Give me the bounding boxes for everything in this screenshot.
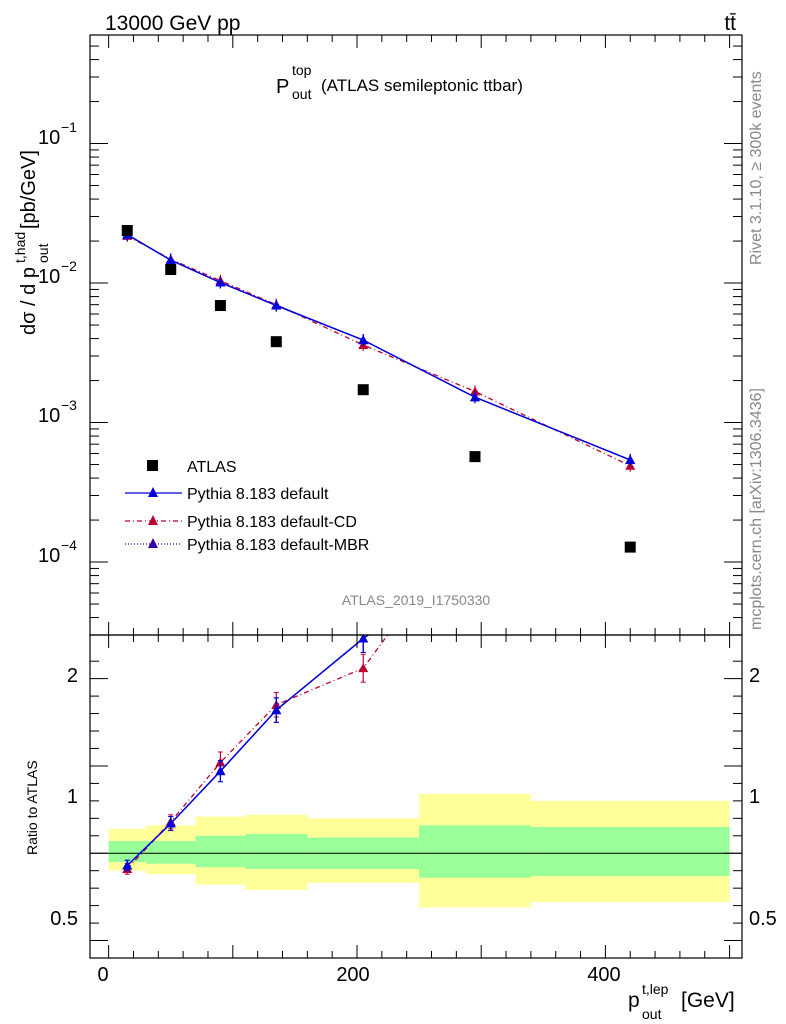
plot-title-subscript: out — [292, 86, 312, 102]
ytick-label-exp: −4 — [61, 537, 77, 553]
legend-label-cd: Pythia 8.183 default-CD — [187, 514, 357, 531]
band-inner — [419, 825, 531, 878]
legend-marker-default — [148, 487, 158, 497]
band-inner — [195, 835, 246, 868]
ylabel-main: dσ / d p — [18, 267, 40, 335]
ratio-ytick-label: 0.5 — [749, 908, 777, 930]
point-atlas — [121, 225, 133, 237]
point-default — [625, 454, 636, 464]
point-atlas — [357, 384, 369, 396]
energy-label: 13000 GeV pp — [105, 12, 240, 35]
ratio-ytick-label: 2 — [749, 665, 760, 687]
main-ylabel: dσ / d p out t,had [pb/GeV] — [12, 150, 51, 335]
xtick-label: 400 — [587, 964, 620, 986]
xlabel: p t,lep out [GeV] — [628, 981, 735, 1022]
point-default — [215, 277, 226, 287]
point-default — [165, 255, 176, 265]
ratio-line-cd — [126, 635, 389, 870]
ytick-label-exp: −3 — [61, 397, 77, 413]
point-atlas — [165, 264, 177, 276]
rivet-version-label: Rivet 3.1.10, ≥ 300k events — [748, 71, 765, 265]
band-inner — [245, 834, 308, 869]
ylabel-superscript: t,had — [12, 232, 28, 263]
source-label: mcplots.cern.ch [arXiv:1306.3436] — [748, 388, 765, 630]
ratio-ytick-label: 2 — [67, 665, 78, 687]
ratio-panel — [122, 635, 389, 875]
ratio-ylabel: Ratio to ATLAS — [24, 760, 40, 855]
point-atlas — [469, 451, 481, 463]
xlabel-subscript: out — [642, 1006, 662, 1022]
ytick-label-exp: −2 — [61, 258, 77, 274]
series-line-cd — [126, 235, 631, 467]
xtick-label: 0 — [97, 964, 108, 986]
axis-ticks — [90, 35, 742, 958]
ytick-label-exp: −1 — [61, 119, 77, 135]
point-default — [271, 300, 282, 310]
band-inner — [145, 841, 196, 864]
ratio-ytick-label: 1 — [67, 786, 78, 808]
xtick-labels: 0 200 400 — [97, 964, 620, 986]
band-inner — [530, 827, 730, 876]
point-atlas — [624, 541, 636, 553]
legend-label-mbr: Pythia 8.183 default-MBR — [187, 537, 369, 554]
ratio-ytick-labels-right: 2 1 0.5 — [749, 665, 777, 930]
point-atlas — [214, 300, 226, 312]
ratio-ytick-label: 1 — [749, 786, 760, 808]
ratio-point-default — [165, 818, 176, 828]
point-default — [358, 335, 369, 345]
ratio-line-default — [126, 635, 370, 867]
legend-marker-cd — [148, 515, 158, 525]
ylabel-units: [pb/GeV] — [18, 150, 40, 229]
plot-subtitle: (ATLAS semileptonic ttbar) — [321, 76, 523, 95]
ytick-label: 10 — [38, 127, 60, 149]
xtick-label: 200 — [336, 964, 369, 986]
ratio-ytick-labels-left: 2 1 0.5 — [50, 665, 78, 930]
main-panel — [121, 225, 636, 553]
ratio-frame — [89, 634, 743, 959]
analysis-tag: ATLAS_2019_I1750330 — [342, 592, 491, 608]
ratio-point-default — [271, 705, 282, 715]
ratio-line-mbr — [126, 635, 370, 866]
plot-title-superscript: top — [292, 62, 312, 78]
process-label: tt̄ — [724, 12, 736, 35]
ytick-label: 10 — [38, 266, 60, 288]
legend-marker-atlas — [147, 460, 158, 471]
legend: ATLAS Pythia 8.183 default Pythia 8.183 … — [125, 459, 369, 554]
ratio-point-default — [122, 860, 133, 870]
legend-label-atlas: ATLAS — [187, 459, 237, 476]
plot-title: P — [276, 76, 289, 98]
main-ytick-labels: 10 −1 10 −2 10 −3 10 −4 — [38, 119, 77, 567]
xlabel-units: [GeV] — [681, 989, 735, 1012]
ylabel-subscript: out — [35, 243, 51, 263]
xlabel-main: p — [628, 989, 640, 1012]
ratio-point-default — [358, 635, 369, 643]
uncertainty-bands — [90, 793, 742, 908]
ratio-ytick-label: 0.5 — [50, 908, 78, 930]
ytick-label: 10 — [38, 405, 60, 427]
point-atlas — [270, 336, 282, 348]
band-inner — [108, 841, 146, 862]
legend-marker-mbr — [148, 538, 158, 548]
ratio-point-default — [215, 766, 226, 776]
legend-label-default: Pythia 8.183 default — [187, 486, 329, 503]
series-line-default — [126, 234, 631, 461]
point-default — [469, 392, 480, 402]
ytick-label: 10 — [38, 545, 60, 567]
xlabel-superscript: t,lep — [642, 981, 669, 997]
ratio-point-cd — [358, 663, 369, 673]
point-cd — [469, 386, 480, 396]
